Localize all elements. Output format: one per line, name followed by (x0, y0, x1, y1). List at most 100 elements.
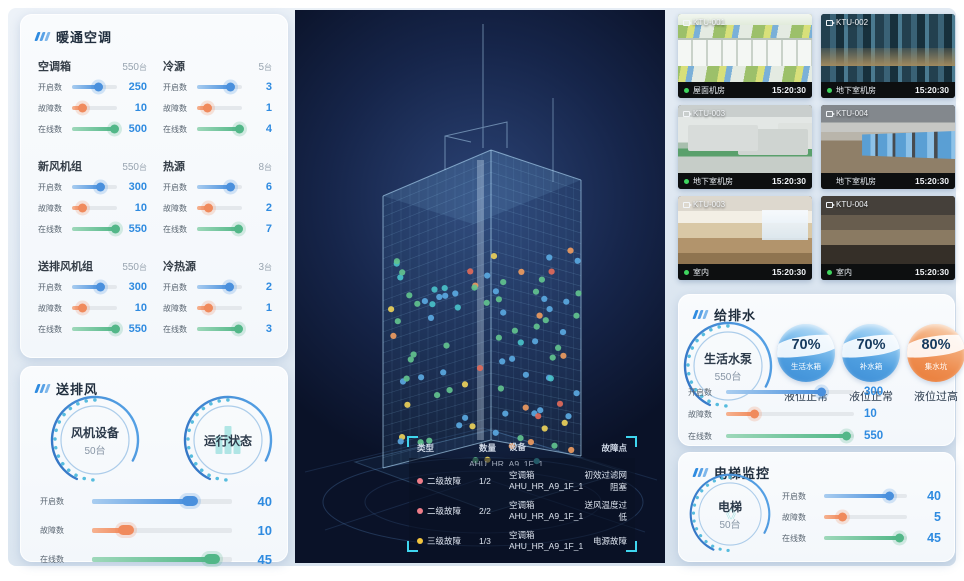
slider-handle[interactable] (234, 124, 244, 134)
clipped-row: AHU_HR_A9_1F_1 (469, 459, 544, 466)
gauge-count: 50台 (719, 519, 741, 531)
gauge-label: 生活水泵 (703, 351, 752, 366)
slider-track[interactable] (824, 512, 907, 522)
slider-handle[interactable] (234, 324, 244, 334)
camera-feed-image (821, 105, 955, 173)
slider-handle[interactable] (111, 224, 121, 234)
slider-track[interactable] (726, 431, 854, 441)
slider-handle[interactable] (109, 124, 119, 134)
slider-handle[interactable] (94, 82, 104, 92)
slider-track[interactable] (197, 324, 244, 334)
alarm-row[interactable]: 二级故障 2/2 空调箱 AHU_HR_A9_1F_1 送风温度过低 (417, 496, 627, 526)
slider-label: 开启数 (163, 182, 187, 192)
slider-label: 故障数 (38, 203, 62, 213)
slider-handle[interactable] (77, 303, 87, 313)
camera-location: 室内 (693, 267, 709, 277)
slider-track[interactable] (197, 182, 242, 192)
camera-tile[interactable]: KTU-003 室内 15:20:30 (678, 196, 812, 280)
camera-timestamp: 15:20:30 (914, 267, 949, 277)
slider-row: 故障数 1 (163, 302, 272, 314)
slider-handle[interactable] (77, 203, 87, 213)
alarm-row[interactable]: 三级故障 1/3 空调箱 AHU_HR_A9_1F_1 电源故障 (417, 526, 627, 556)
slider-handle[interactable] (894, 533, 904, 543)
camera-icon (683, 201, 692, 208)
slider-track[interactable] (197, 282, 242, 292)
slider-handle[interactable] (111, 324, 121, 334)
slider-handle[interactable] (226, 182, 236, 192)
slider-track[interactable] (72, 224, 121, 234)
slider-row: 在线数 45 (40, 552, 272, 567)
bracket-corner (407, 436, 418, 447)
tank-level-icon: 70% 生活水箱 (777, 324, 835, 382)
slider-track[interactable] (197, 82, 242, 92)
camera-tile[interactable]: KTU-003 地下室机房 15:20:30 (678, 105, 812, 189)
slider-track[interactable] (72, 124, 119, 134)
slider-track[interactable] (72, 303, 117, 313)
slider-track[interactable] (92, 554, 232, 564)
slider-track[interactable] (197, 103, 242, 113)
slider-track[interactable] (197, 303, 242, 313)
slider-handle[interactable] (884, 491, 894, 501)
slider-handle[interactable] (182, 496, 198, 506)
slider-handle[interactable] (77, 103, 87, 113)
slider-row: 开启数 6 (163, 181, 272, 193)
slider-label: 故障数 (38, 103, 62, 113)
camera-timestamp: 15:20:30 (914, 176, 949, 186)
slider-handle[interactable] (203, 303, 213, 313)
slider-handle[interactable] (204, 554, 221, 564)
slider-track[interactable] (824, 533, 907, 543)
slider-handle[interactable] (234, 224, 244, 234)
slider-handle[interactable] (838, 512, 848, 522)
elevator-sliders: 开启数 40 故障数 5 在线数 45 (782, 489, 941, 553)
group-count: 550台 (122, 162, 147, 173)
camera-tile[interactable]: KTU-004 地下室机房 15:20:30 (821, 105, 955, 189)
slider-track[interactable] (197, 224, 244, 234)
panel-title: 送排风 (56, 382, 99, 397)
slider-label: 在线数 (38, 324, 62, 334)
slider-value: 300 (128, 181, 147, 193)
slider-handle[interactable] (202, 103, 212, 113)
slider-handle[interactable] (203, 203, 213, 213)
slider-track[interactable] (726, 409, 854, 419)
slider-value: 40 (257, 493, 272, 509)
online-dot (827, 269, 832, 275)
slider-track[interactable] (72, 282, 117, 292)
slider-value: 40 (927, 489, 941, 503)
slider-track[interactable] (72, 103, 117, 113)
camera-tile[interactable]: KTU-001 屋面机房 15:20:30 (678, 14, 812, 98)
slider-track[interactable] (92, 496, 232, 506)
slider-handle[interactable] (750, 409, 760, 419)
slider-track[interactable] (197, 203, 242, 213)
slider-value: 550 (128, 223, 147, 235)
slider-row: 故障数 10 (688, 408, 920, 420)
slider-track[interactable] (72, 82, 117, 92)
slider-track[interactable] (72, 203, 117, 213)
slider-track[interactable] (726, 387, 854, 397)
camera-id: KTU-004 (826, 200, 868, 209)
slider-label: 在线数 (163, 324, 187, 334)
camera-tile[interactable]: KTU-004 室内 15:20:30 (821, 196, 955, 280)
slider-row: 在线数 550 (688, 430, 920, 442)
slider-row: 开启数 300 (38, 281, 147, 293)
slider-handle[interactable] (842, 431, 852, 441)
slider-label: 故障数 (38, 303, 62, 313)
slider-handle[interactable] (816, 387, 826, 397)
slider-track[interactable] (72, 182, 117, 192)
slider-handle[interactable] (224, 282, 234, 292)
online-dot (684, 178, 689, 184)
slider-track[interactable] (72, 324, 121, 334)
water-tank: 70% 补水箱 液位正常 (842, 324, 900, 404)
camera-tile[interactable]: KTU-002 地下室机房 15:20:30 (821, 14, 955, 98)
slider-handle[interactable] (226, 82, 236, 92)
slider-handle[interactable] (117, 525, 134, 535)
slider-value: 300 (128, 281, 147, 293)
slider-handle[interactable] (95, 282, 105, 292)
alarm-row[interactable]: 二级故障 1/2 空调箱 AHU_HR_A9_1F_1 初效过滤网阻塞 (417, 466, 627, 496)
slider-handle[interactable] (95, 182, 105, 192)
slider-label: 开启数 (163, 282, 187, 292)
slider-track[interactable] (197, 124, 244, 134)
building-3d-view[interactable]: 类型 数量 设备 故障点 AHU_HR_A9_1F_1 二级故障 1/2 空调箱… (295, 10, 665, 563)
slider-track[interactable] (824, 491, 907, 501)
camera-status-bar: 地下室机房 15:20:30 (678, 173, 812, 189)
slider-track[interactable] (92, 525, 232, 535)
